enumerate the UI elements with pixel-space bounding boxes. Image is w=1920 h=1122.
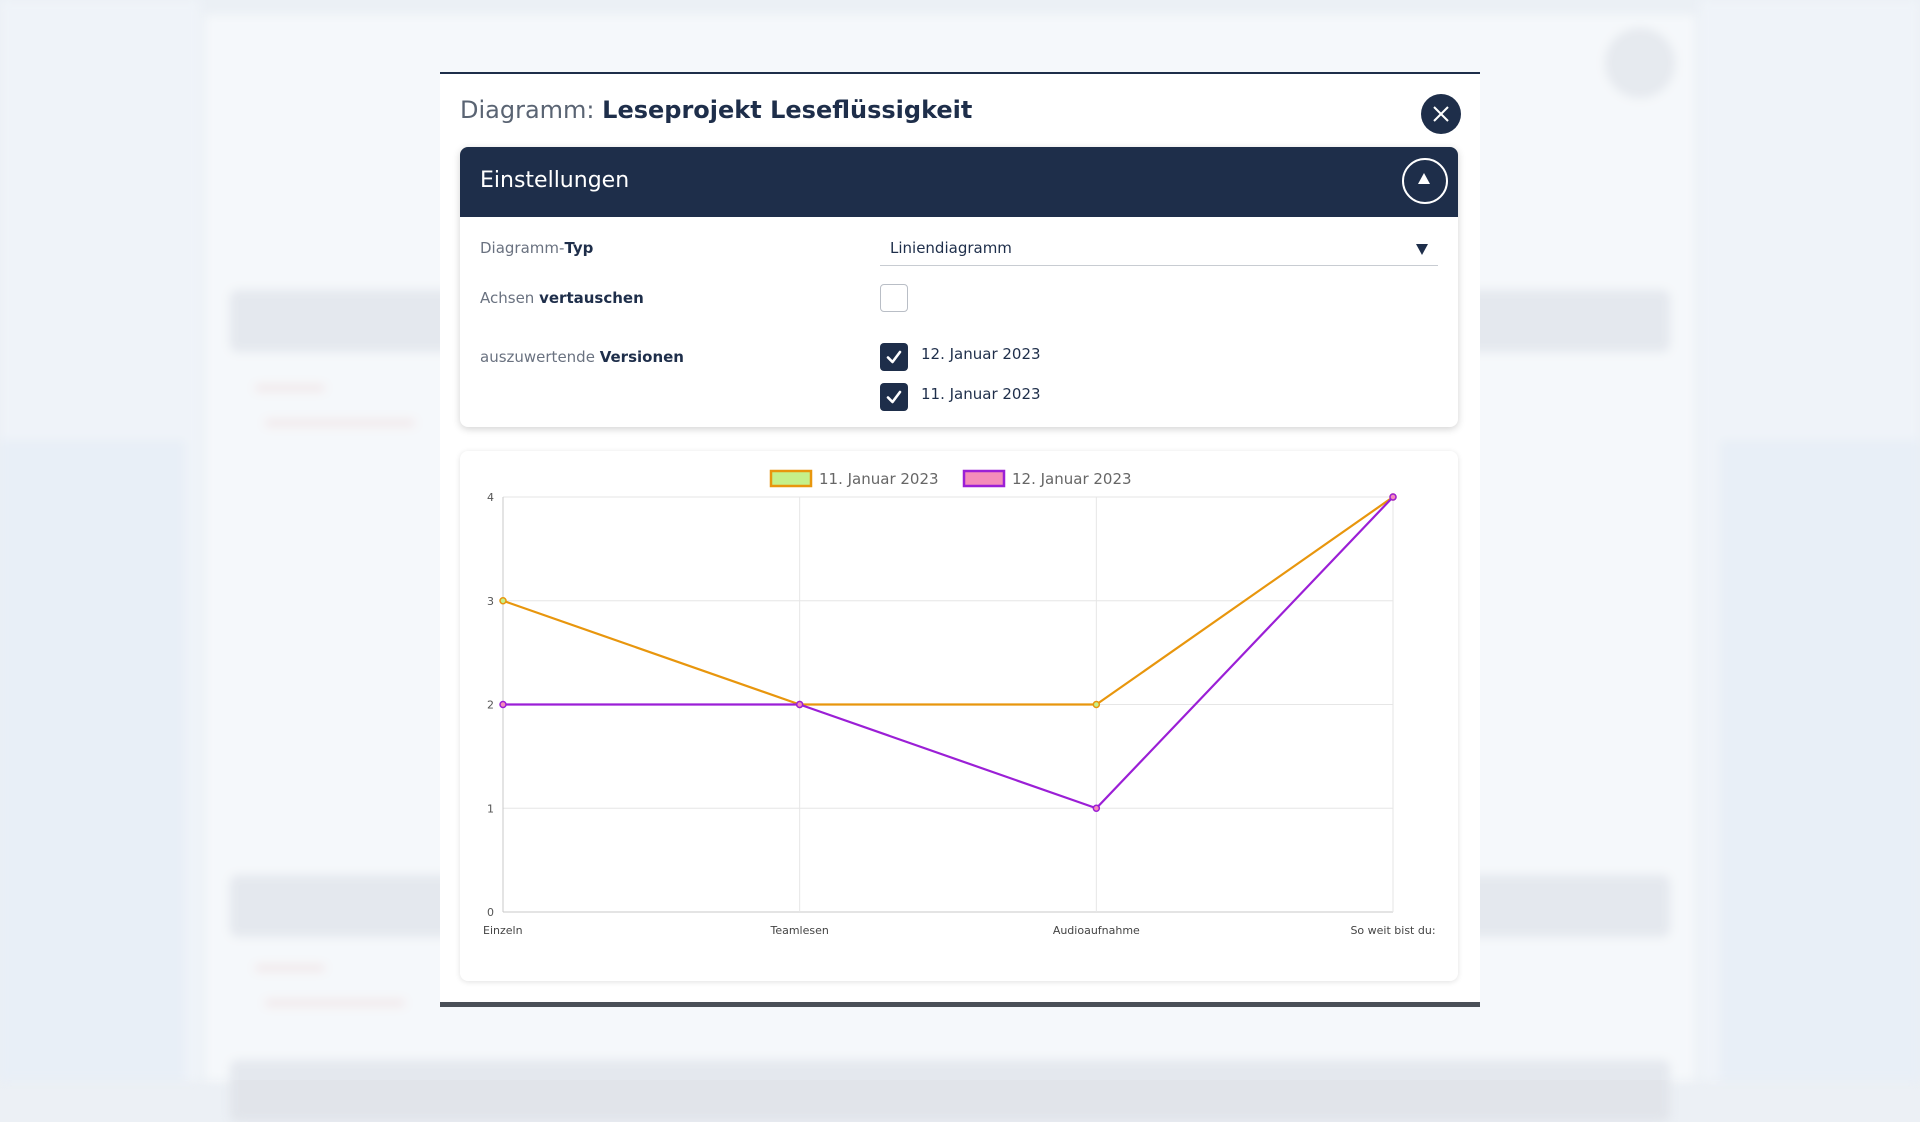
- data-point: [1389, 493, 1397, 501]
- check-icon: [886, 390, 902, 404]
- version-label-1: 12. Januar 2023: [921, 345, 1041, 363]
- data-point: [795, 700, 804, 709]
- settings-panel: Einstellungen Diagramm-Typ Liniendiagram…: [460, 147, 1458, 427]
- settings-header[interactable]: Einstellungen: [460, 147, 1458, 217]
- chart-card: 0 1 2 3 4 Einzeln Teamlesen Audioaufnahme So wei…: [460, 451, 1458, 981]
- caret-down-icon: [1416, 244, 1428, 255]
- close-button[interactable]: [1421, 94, 1461, 134]
- versions-label-bold: Versionen: [599, 348, 684, 366]
- swap-axes-label: Achsen vertauschen: [480, 289, 644, 307]
- y-tick-label: 1: [487, 802, 494, 815]
- background-left-panel: [0, 0, 200, 1080]
- swap-axes-label-text: Achsen: [480, 289, 535, 307]
- background-text: [255, 965, 325, 971]
- version-checkbox-1[interactable]: [880, 343, 908, 371]
- x-tick-label: Einzeln: [483, 924, 523, 937]
- background-right-panel: [1700, 0, 1920, 1080]
- legend-label-1: 11. Januar 2023: [819, 470, 939, 488]
- y-tick-label: 2: [487, 699, 494, 712]
- close-icon: [1433, 106, 1449, 122]
- versions-label-text: auszuwertende: [480, 348, 595, 366]
- chart-type-label-text: Diagramm-: [480, 239, 565, 257]
- y-tick-label: 0: [487, 906, 494, 919]
- collapse-button[interactable]: [1402, 158, 1448, 204]
- background-text: [265, 420, 415, 426]
- y-tick-label: 4: [487, 491, 494, 504]
- x-tick-label: Teamlesen: [769, 924, 828, 937]
- background-text: [265, 1000, 405, 1006]
- y-tick-label: 3: [487, 595, 494, 608]
- series-line-2: [503, 496, 1394, 810]
- chart-type-value: Liniendiagramm: [890, 239, 1012, 257]
- data-point: [499, 597, 507, 605]
- version-label-2: 11. Januar 2023: [921, 385, 1041, 403]
- settings-title: Einstellungen: [480, 168, 630, 193]
- x-tick-label: Audioaufnahme: [1053, 924, 1140, 937]
- swap-axes-checkbox[interactable]: [880, 284, 908, 312]
- chevron-up-icon: [1418, 173, 1430, 184]
- legend-swatch-1: [769, 469, 813, 488]
- background-text: [255, 385, 325, 391]
- modal-title-name: Leseprojekt Leseflüssigkeit: [602, 96, 973, 124]
- modal-title-prefix: Diagramm:: [460, 96, 595, 124]
- series-line-1: [502, 496, 1394, 706]
- chart-type-label: Diagramm-Typ: [480, 239, 593, 257]
- chart-type-label-bold: Typ: [564, 239, 594, 257]
- data-point: [1092, 700, 1101, 709]
- swap-axes-label-bold: vertauschen: [539, 289, 644, 307]
- line-chart: 0 1 2 3 4 Einzeln Teamlesen Audioaufnahme So wei…: [483, 469, 1436, 937]
- legend-label-2: 12. Januar 2023: [1012, 470, 1132, 488]
- x-tick-label: So weit bist du:: [1350, 924, 1435, 937]
- legend-swatch-2: [962, 469, 1006, 488]
- check-icon: [886, 350, 902, 364]
- version-checkbox-2[interactable]: [880, 383, 908, 411]
- data-point: [499, 700, 507, 709]
- chart-modal: Diagramm: Leseprojekt Leseflüssigkeit Ei…: [440, 72, 1480, 1007]
- chart-type-select[interactable]: Liniendiagramm: [880, 235, 1438, 266]
- versions-label: auszuwertende Versionen: [480, 348, 684, 366]
- background-avatar: [1605, 28, 1675, 98]
- data-point: [1092, 804, 1101, 812]
- modal-title: Diagramm: Leseprojekt Leseflüssigkeit: [460, 96, 972, 124]
